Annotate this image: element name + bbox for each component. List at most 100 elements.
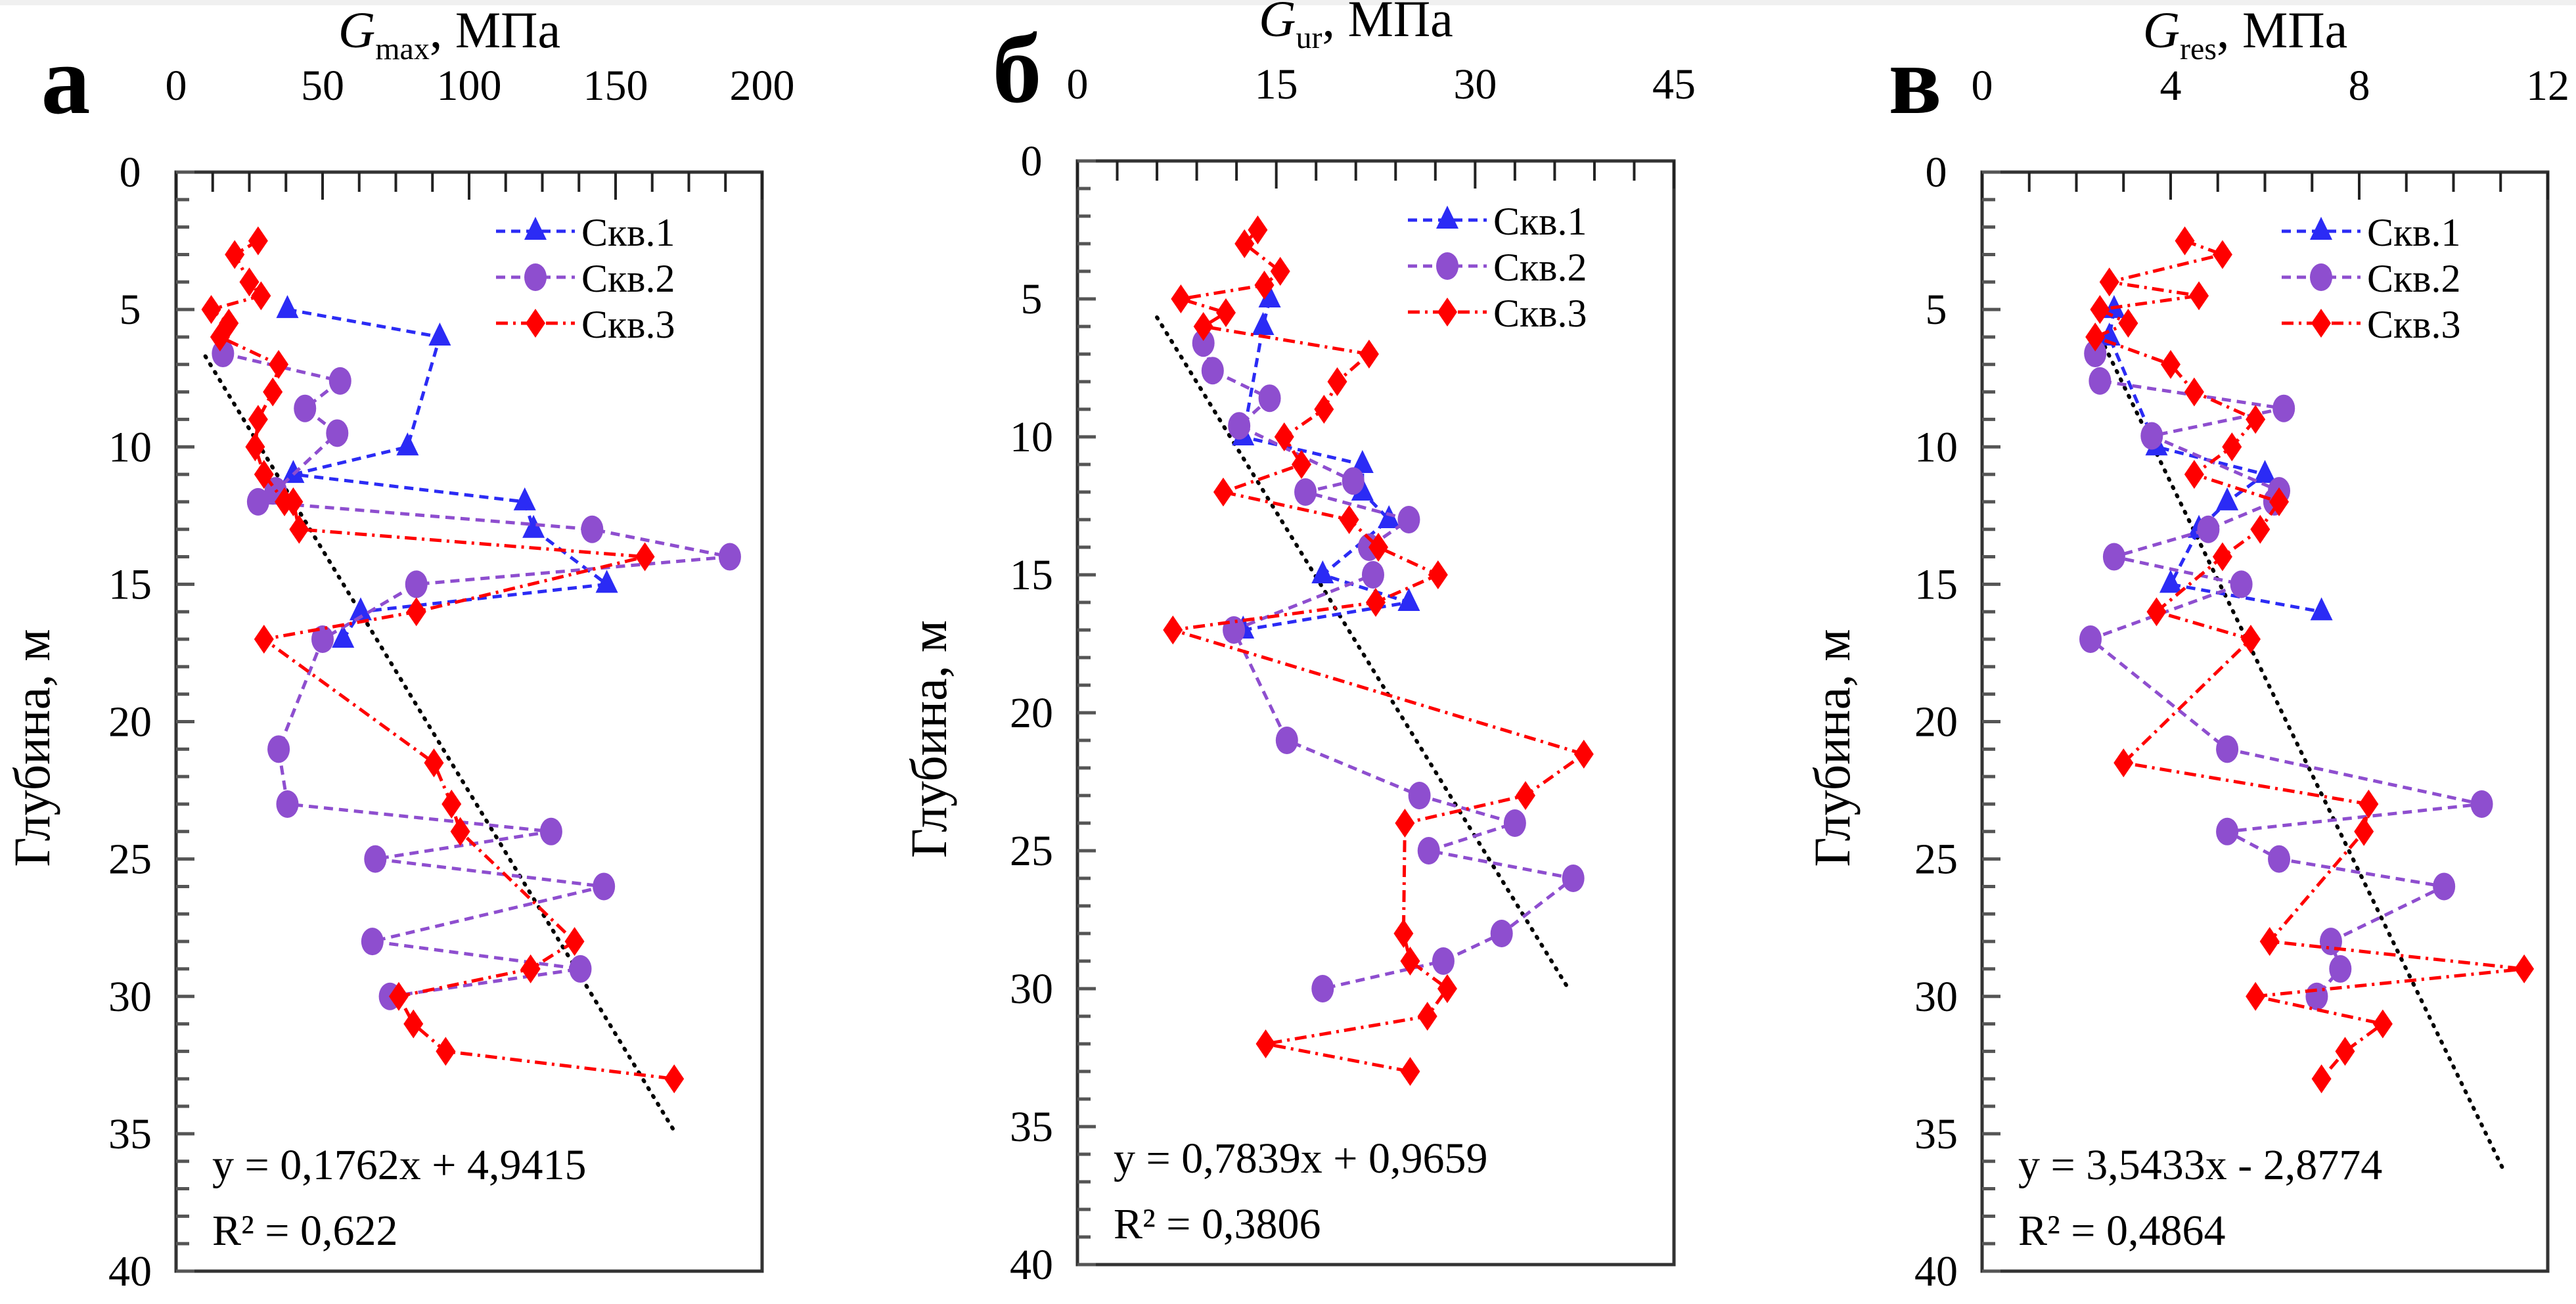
x-tick-label: 100 <box>437 62 502 110</box>
y-tick-label: 20 <box>108 698 152 746</box>
data-point-triangle <box>2310 597 2333 621</box>
y-tick-label: 0 <box>120 148 141 196</box>
data-point-circle <box>1361 561 1384 589</box>
data-point-diamond <box>2118 309 2138 338</box>
y-tick-label: 0 <box>1021 137 1043 185</box>
data-point-circle <box>2197 515 2220 543</box>
data-point-circle <box>1228 412 1251 440</box>
series-Скв.2 <box>2079 340 2493 1010</box>
data-point-diamond <box>1274 422 1294 451</box>
series-line <box>2090 239 2525 1080</box>
data-point-triangle <box>1258 284 1281 307</box>
y-tick-label: 30 <box>1914 973 1958 1021</box>
data-point-diamond <box>2246 405 2266 434</box>
data-point-diamond <box>225 240 245 269</box>
data-point-diamond <box>1400 947 1420 976</box>
data-point-triangle <box>2310 217 2332 240</box>
data-point-diamond <box>1339 505 1359 534</box>
y-tick-label: 20 <box>1914 698 1958 746</box>
data-point-circle <box>276 790 299 818</box>
data-point-diamond <box>403 1009 424 1039</box>
data-point-triangle <box>349 597 372 621</box>
legend-label: Скв.3 <box>581 303 675 346</box>
data-point-circle <box>2470 790 2493 818</box>
data-point-triangle <box>2159 570 2182 593</box>
data-point-diamond <box>2259 927 2280 956</box>
data-point-diamond <box>269 349 289 379</box>
x-tick-label: 200 <box>730 62 795 110</box>
data-point-circle <box>2102 543 2125 571</box>
data-point-diamond <box>2354 817 2374 846</box>
data-point-diamond <box>1516 781 1536 810</box>
data-point-diamond <box>2372 1009 2393 1039</box>
data-point-diamond <box>2175 226 2195 256</box>
data-point-diamond <box>2146 597 2167 627</box>
data-point-circle <box>326 419 349 447</box>
data-point-diamond <box>2090 295 2110 325</box>
y-tick-label: 35 <box>108 1110 152 1158</box>
y-axis-title: Глубина, м <box>1803 629 1861 866</box>
legend-label: Скв.2 <box>581 257 675 300</box>
data-point-diamond <box>2161 349 2181 379</box>
data-point-circle <box>1417 837 1440 865</box>
data-point-circle <box>405 570 428 598</box>
data-point-diamond <box>1366 588 1386 617</box>
data-point-triangle <box>522 514 545 538</box>
x-axis-title: Gres, МПа <box>2143 1 2348 66</box>
r-squared: R² = 0,3806 <box>1114 1200 1321 1248</box>
data-point-diamond <box>1573 740 1594 769</box>
y-tick-label: 10 <box>1010 413 1053 461</box>
series-line <box>222 351 731 999</box>
x-tick-label: 150 <box>583 62 648 110</box>
trendline <box>1155 315 1570 990</box>
series-Скв.2 <box>212 340 741 1010</box>
data-point-diamond <box>2311 1064 2332 1094</box>
data-point-diamond <box>254 460 274 489</box>
data-point-diamond <box>201 295 221 325</box>
series-Скв.3 <box>201 226 685 1094</box>
data-point-triangle <box>595 570 618 593</box>
data-point-triangle <box>282 460 305 483</box>
data-point-diamond <box>1437 298 1457 326</box>
y-axis-title: Глубина, м <box>900 620 957 858</box>
data-point-diamond <box>520 954 541 983</box>
data-point-diamond <box>1400 1057 1420 1086</box>
data-point-diamond <box>2335 1037 2355 1066</box>
x-tick-label: 8 <box>2349 62 2370 110</box>
data-point-diamond <box>245 432 265 462</box>
data-point-circle <box>539 817 562 845</box>
legend-label: Скв.3 <box>2367 303 2461 346</box>
data-point-circle <box>1311 975 1334 1002</box>
legend-label: Скв.2 <box>2367 257 2461 300</box>
data-point-circle <box>1201 357 1224 385</box>
trendline <box>203 354 677 1133</box>
x-tick-label: 0 <box>1972 62 1993 110</box>
data-point-circle <box>569 955 592 983</box>
panel-letter: б <box>993 14 1042 124</box>
data-point-triangle <box>524 217 547 240</box>
legend-label: Скв.1 <box>1493 200 1587 243</box>
y-tick-label: 15 <box>1010 551 1053 599</box>
data-point-diamond <box>441 789 462 819</box>
data-point-triangle <box>276 295 299 319</box>
data-point-diamond <box>251 281 271 311</box>
trend-equation: y = 0,1762x + 4,9415 <box>212 1141 586 1189</box>
trend-equation: y = 0,7839x + 0,9659 <box>1114 1135 1487 1182</box>
data-point-circle <box>524 263 547 291</box>
data-point-diamond <box>2212 240 2232 269</box>
top-border <box>0 0 2576 5</box>
data-point-diamond <box>450 817 470 846</box>
x-tick-label: 15 <box>1255 60 1298 108</box>
y-tick-label: 25 <box>1914 836 1958 884</box>
data-point-diamond <box>2250 514 2271 544</box>
data-point-circle <box>2272 394 2295 422</box>
x-axis-title: Gur, МПа <box>1259 0 1453 55</box>
data-point-diamond <box>424 748 444 778</box>
data-point-circle <box>328 367 351 395</box>
y-tick-label: 40 <box>108 1248 152 1295</box>
data-point-triangle <box>2253 460 2276 483</box>
data-point-diamond <box>2514 954 2535 983</box>
data-point-diamond <box>2240 625 2261 654</box>
